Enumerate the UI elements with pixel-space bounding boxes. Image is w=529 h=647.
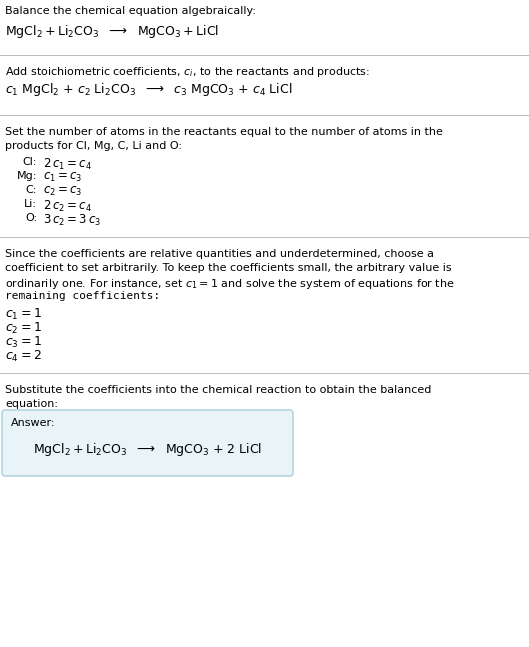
Text: Substitute the coefficients into the chemical reaction to obtain the balanced: Substitute the coefficients into the che… <box>5 385 431 395</box>
Text: $c_1 = c_3$: $c_1 = c_3$ <box>43 171 83 184</box>
Text: $\mathregular{MgCl_2 + Li_2CO_3}$  $\longrightarrow$  $\mathregular{MgCO_3}$ $+$: $\mathregular{MgCl_2 + Li_2CO_3}$ $\long… <box>33 441 262 459</box>
Text: Set the number of atoms in the reactants equal to the number of atoms in the: Set the number of atoms in the reactants… <box>5 127 443 137</box>
Text: Li:: Li: <box>24 199 37 209</box>
Text: ordinarily one. For instance, set $c_1 = 1$ and solve the system of equations fo: ordinarily one. For instance, set $c_1 =… <box>5 277 454 291</box>
Text: Answer:: Answer: <box>11 418 56 428</box>
Text: Balance the chemical equation algebraically:: Balance the chemical equation algebraica… <box>5 6 256 16</box>
Text: coefficient to set arbitrarily. To keep the coefficients small, the arbitrary va: coefficient to set arbitrarily. To keep … <box>5 263 452 273</box>
Text: equation:: equation: <box>5 399 58 409</box>
Text: $2\,c_2 = c_4$: $2\,c_2 = c_4$ <box>43 199 92 214</box>
FancyBboxPatch shape <box>2 410 293 476</box>
Text: $c_1 = 1$: $c_1 = 1$ <box>5 307 42 322</box>
Text: Mg:: Mg: <box>16 171 37 181</box>
Text: $3\,c_2 = 3\,c_3$: $3\,c_2 = 3\,c_3$ <box>43 213 101 228</box>
Text: $c_2 = 1$: $c_2 = 1$ <box>5 321 42 336</box>
Text: $c_2 = c_3$: $c_2 = c_3$ <box>43 185 83 198</box>
Text: remaining coefficients:: remaining coefficients: <box>5 291 160 301</box>
Text: products for Cl, Mg, C, Li and O:: products for Cl, Mg, C, Li and O: <box>5 141 182 151</box>
Text: Add stoichiometric coefficients, $c_i$, to the reactants and products:: Add stoichiometric coefficients, $c_i$, … <box>5 65 370 79</box>
Text: $c_3 = 1$: $c_3 = 1$ <box>5 335 42 350</box>
Text: $\mathregular{MgCl_2 + Li_2CO_3}$  $\longrightarrow$  $\mathregular{MgCO_3 + LiC: $\mathregular{MgCl_2 + Li_2CO_3}$ $\long… <box>5 23 219 40</box>
Text: C:: C: <box>25 185 37 195</box>
Text: $2\,c_1 = c_4$: $2\,c_1 = c_4$ <box>43 157 92 172</box>
Text: $c_1$ $\mathregular{MgCl_2}$ $+$ $c_2$ $\mathregular{Li_2CO_3}$  $\longrightarro: $c_1$ $\mathregular{MgCl_2}$ $+$ $c_2$ $… <box>5 81 293 98</box>
Text: Since the coefficients are relative quantities and underdetermined, choose a: Since the coefficients are relative quan… <box>5 249 434 259</box>
Text: $c_4 = 2$: $c_4 = 2$ <box>5 349 42 364</box>
Text: O:: O: <box>25 213 37 223</box>
Text: Cl:: Cl: <box>23 157 37 167</box>
